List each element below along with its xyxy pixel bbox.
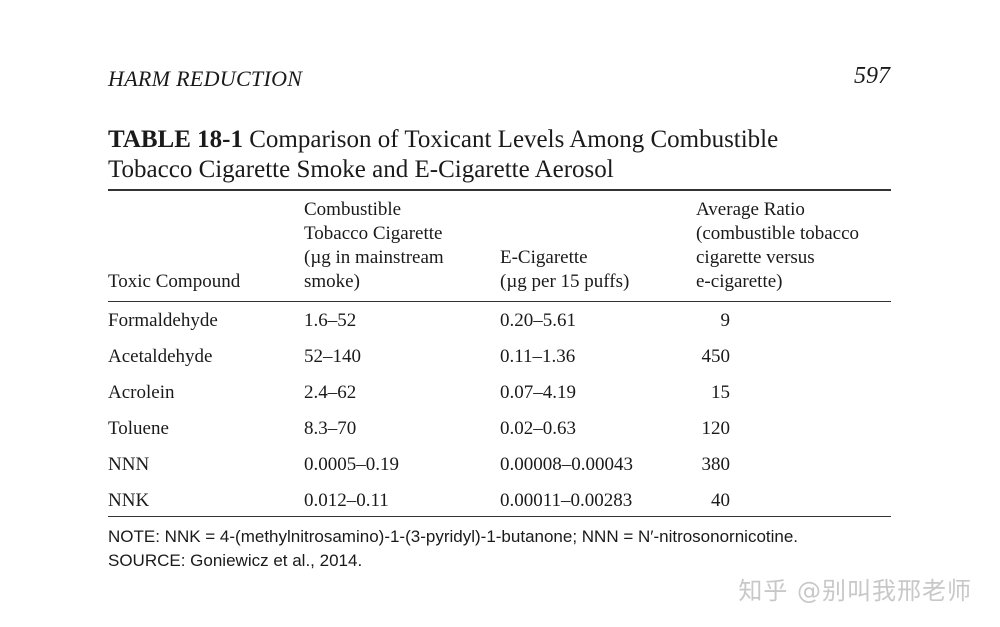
table-note: NOTE: NNK = 4-(methylnitrosamino)-1-(3-p…	[108, 527, 799, 546]
cell-ratio: 15	[711, 382, 730, 403]
page-number: 597	[854, 63, 890, 89]
cell-combustible: 52–140	[304, 346, 361, 367]
table-label: TABLE 18-1	[108, 126, 243, 153]
cell-compound: Acetaldehyde	[108, 346, 213, 367]
table-row: Acetaldehyde 52–140 0.11–1.36 450	[108, 343, 891, 379]
cell-ratio: 120	[701, 418, 731, 439]
cell-compound: NNK	[108, 490, 150, 511]
cell-combustible: 2.4–62	[304, 382, 357, 403]
column-header-ecigarette: E-Cigarette (µg per 15 puffs)	[500, 247, 630, 292]
table-row: Acrolein 2.4–62 0.07–4.19 15	[108, 379, 891, 415]
cell-ecigarette: 0.11–1.36	[500, 346, 576, 367]
cell-combustible: 8.3–70	[304, 418, 357, 439]
table-caption: TABLE 18-1 Comparison of Toxicant Levels…	[108, 125, 898, 185]
cell-ratio: 380	[701, 454, 731, 475]
table-row: Formaldehyde 1.6–52 0.20–5.61 9	[108, 307, 891, 343]
column-header-ratio: Average Ratio (combustible tobacco cigar…	[696, 199, 860, 292]
table-header-rule	[108, 301, 891, 302]
cell-compound: Acrolein	[108, 382, 175, 403]
cell-ecigarette: 0.07–4.19	[500, 382, 576, 403]
cell-compound: Formaldehyde	[108, 310, 218, 331]
cell-ecigarette: 0.20–5.61	[500, 310, 576, 331]
table-row: NNN 0.0005–0.19 0.00008–0.00043 380	[108, 451, 891, 487]
cell-ecigarette: 0.00011–0.00283	[500, 490, 633, 511]
cell-ecigarette: 0.00008–0.00043	[500, 454, 633, 475]
cell-ratio: 450	[701, 346, 731, 367]
column-header-combustible: Combustible Tobacco Cigarette (µg in mai…	[304, 199, 444, 292]
cell-ecigarette: 0.02–0.63	[500, 418, 576, 439]
cell-combustible: 1.6–52	[304, 310, 357, 331]
table-source: SOURCE: Goniewicz et al., 2014.	[108, 551, 363, 570]
cell-combustible: 0.012–0.11	[304, 490, 389, 511]
cell-ratio: 40	[711, 490, 730, 511]
table-top-rule	[108, 189, 891, 191]
table-row: Toluene 8.3–70 0.02–0.63 120	[108, 415, 891, 451]
cell-compound: Toluene	[108, 418, 169, 439]
watermark: 知乎 @别叫我邢老师	[738, 577, 972, 605]
table-notes: NOTE: NNK = 4-(methylnitrosamino)-1-(3-p…	[108, 525, 908, 573]
table-bottom-rule	[108, 516, 891, 517]
table-row: NNK 0.012–0.11 0.00011–0.00283 40	[108, 487, 891, 523]
running-head: HARM REDUCTION	[108, 66, 303, 91]
table-title-line2: Tobacco Cigarette Smoke and E-Cigarette …	[108, 156, 614, 183]
cell-ratio: 9	[720, 310, 731, 331]
table-title-line1: Comparison of Toxicant Levels Among Comb…	[249, 126, 779, 153]
table-body: Formaldehyde 1.6–52 0.20–5.61 9 Acetalde…	[108, 307, 891, 523]
cell-compound: NNN	[108, 454, 150, 475]
cell-combustible: 0.0005–0.19	[304, 454, 399, 475]
column-header-compound: Toxic Compound	[108, 271, 241, 292]
